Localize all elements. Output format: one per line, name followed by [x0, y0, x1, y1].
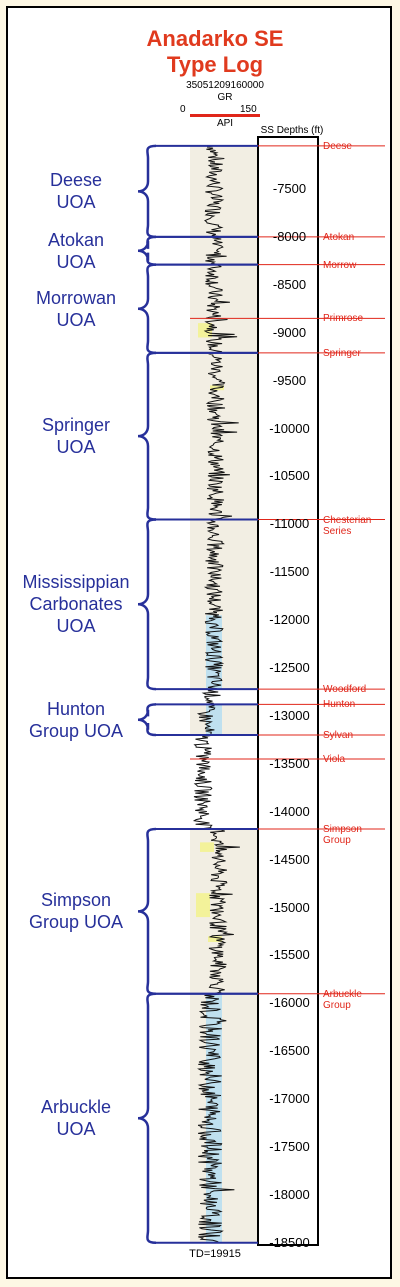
unit-label: Hunton Group UOA	[28, 698, 124, 741]
depth-tick-label: -13000	[269, 707, 310, 723]
unit-label: Atokan UOA	[47, 229, 105, 272]
sand-fill-2	[200, 842, 214, 852]
formation-top-label: Deese	[323, 140, 352, 152]
depth-tick-label: -17000	[269, 1091, 310, 1107]
formation-top-label: Viola	[323, 754, 346, 765]
unit-label: Morrowan UOA	[35, 287, 117, 330]
scale-bar	[190, 114, 260, 117]
curve-name: GR	[217, 92, 233, 103]
depth-tick-label: -7500	[272, 181, 307, 196]
unit-fill-4	[190, 519, 258, 690]
sand-fill-3	[196, 893, 210, 918]
unit-label: Simpson Group UOA	[28, 890, 124, 933]
depth-tick-label: -10500	[269, 468, 310, 484]
formation-top-label: Morrow	[323, 259, 357, 271]
unit-brace-5	[137, 703, 157, 737]
depth-tick-label: -17500	[269, 1139, 310, 1154]
log-title-line1: Anadarko SE	[146, 26, 284, 51]
gr-curve	[192, 145, 240, 1244]
td-label: TD=19915	[189, 1248, 241, 1260]
depth-track	[257, 136, 319, 1246]
unit-label: Deese UOA	[49, 170, 103, 213]
unit-brace-4	[137, 518, 157, 691]
depth-tick-label: -11000	[269, 516, 310, 532]
curve-unit: API	[216, 118, 234, 129]
depth-tick-label: -15500	[269, 947, 310, 963]
formation-top-label: Simpson Group	[323, 823, 362, 846]
unit-brace-3	[137, 351, 157, 521]
depth-tick-label: -18000	[269, 1186, 310, 1202]
depth-tick-label: -14500	[269, 851, 310, 867]
depth-tick-label: -8500	[272, 276, 307, 292]
formation-top-label: Sylvan	[323, 730, 354, 742]
depth-tick-label: -12500	[269, 660, 310, 675]
unit-fill-3	[190, 352, 258, 520]
depth-header: SS Depths (ft)	[260, 125, 324, 136]
sand-fill-4	[208, 936, 222, 942]
unit-fill-0	[190, 145, 258, 237]
depth-tick-label: -16000	[269, 995, 310, 1011]
depth-tick-label: -12000	[269, 612, 310, 628]
formation-top-label: Springer	[323, 347, 361, 359]
depth-tick-label: -8000	[272, 228, 307, 244]
formation-top-label: Atokan	[323, 231, 355, 243]
unit-label: Mississippian Carbonates UOA	[22, 572, 130, 637]
depth-tick-label: -18500	[269, 1234, 310, 1250]
unit-label: Arbuckle UOA	[40, 1097, 112, 1140]
scale-max-label: 150	[240, 104, 257, 115]
unit-brace-0	[137, 144, 157, 239]
scale-min-label: 0	[180, 104, 186, 115]
log-title-line2: Type Log	[166, 52, 264, 77]
formation-top-label: Woodford	[323, 684, 367, 696]
depth-tick-label: -14000	[269, 803, 310, 819]
formation-top-label: Hunton	[323, 699, 356, 711]
unit-brace-1	[137, 235, 157, 266]
sand-fill-0	[198, 323, 212, 338]
unit-brace-2	[137, 263, 157, 355]
depth-tick-label: -16500	[269, 1043, 310, 1059]
well-id: 35051209160000	[186, 80, 264, 91]
unit-brace-7	[137, 992, 157, 1245]
unit-fill-7	[190, 993, 258, 1243]
depth-tick-label: -11500	[269, 564, 310, 580]
formation-top-label: Chesterian Series	[323, 514, 372, 537]
formation-top-label: Primrose	[323, 313, 364, 325]
unit-fill-5	[190, 704, 258, 736]
depth-tick-label: -9000	[272, 324, 307, 340]
depth-tick-label: -10000	[269, 420, 310, 436]
unit-label: Springer UOA	[41, 415, 111, 458]
formation-top-label: Arbuckle Group	[323, 988, 362, 1011]
unit-fill-1	[190, 236, 258, 265]
depth-tick-label: -13500	[269, 755, 310, 771]
blue-fill-1	[206, 704, 222, 736]
unit-fill-2	[190, 264, 258, 353]
depth-tick-label: -9500	[272, 372, 307, 388]
unit-brace-6	[137, 827, 157, 995]
depth-tick-label: -15000	[269, 899, 310, 915]
